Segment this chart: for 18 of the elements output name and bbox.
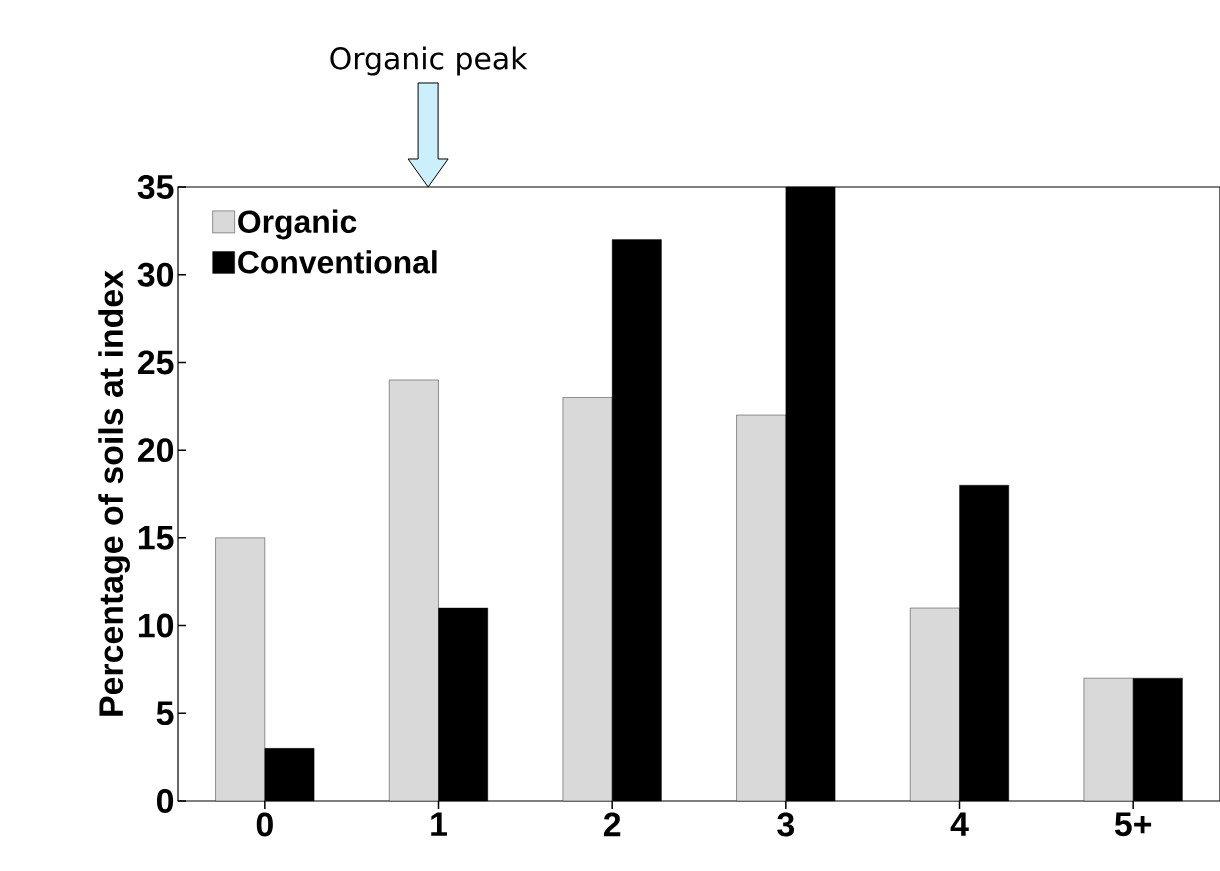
- y-tick-label: 30: [137, 262, 174, 287]
- y-tick-label: 20: [137, 438, 174, 463]
- x-tick-label: 4: [950, 812, 969, 836]
- x-tick-label: 1: [431, 812, 447, 836]
- legend-label: Organic: [238, 209, 357, 240]
- y-tick-label: 10: [138, 613, 174, 638]
- x-tick-label: 3: [777, 812, 795, 837]
- legend-label: Conventional: [238, 250, 437, 274]
- y-tick-label: 15: [138, 526, 174, 550]
- y-tick-label: 0: [156, 788, 174, 813]
- x-tick-label: 0: [256, 812, 273, 837]
- y-tick-label: 25: [137, 350, 174, 375]
- y-axis-title: Percentage of soils at index: [98, 270, 130, 716]
- text: Organic peak: [330, 46, 528, 76]
- x-tick-label: 2: [603, 812, 621, 837]
- y-tick-label: 35: [137, 174, 174, 199]
- x-tick-label: 5+: [1114, 812, 1152, 837]
- y-tick-label: 5: [156, 701, 174, 726]
